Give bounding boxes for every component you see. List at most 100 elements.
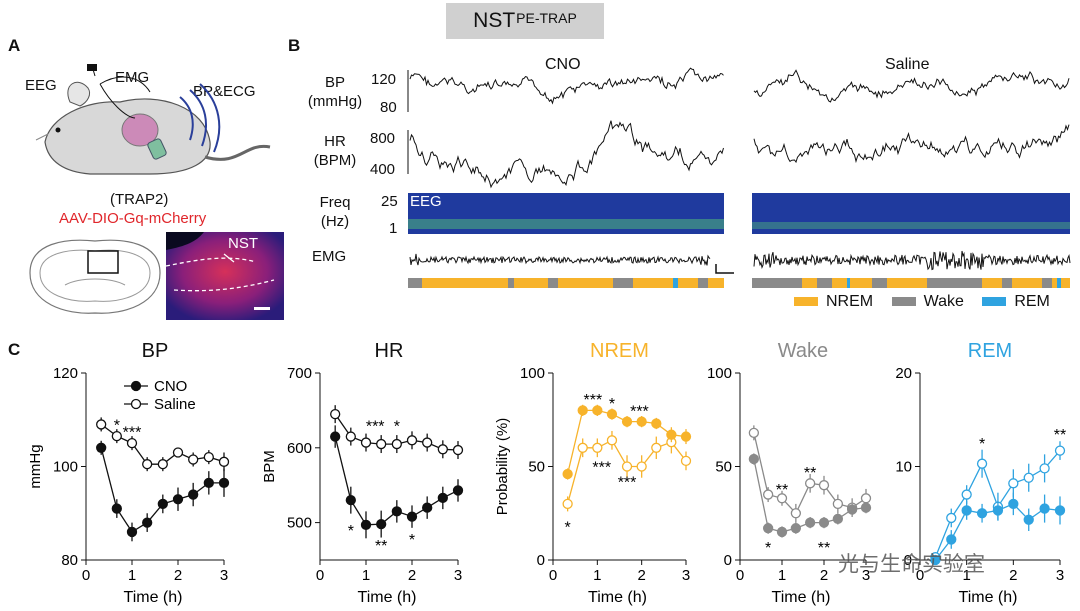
hypnogram-saline-segment bbox=[817, 278, 832, 288]
x-tick-label: 2 bbox=[637, 567, 645, 584]
spectrogram-band-cno bbox=[408, 219, 724, 229]
x-axis-label: Time (h) bbox=[959, 589, 1018, 606]
series-cno bbox=[562, 404, 692, 480]
significance-marker: * bbox=[394, 418, 400, 435]
emg-scale-bar bbox=[715, 264, 734, 274]
data-point bbox=[218, 456, 230, 467]
data-point bbox=[946, 534, 957, 545]
significance-marker: ** bbox=[375, 538, 387, 555]
y-axis-label: mmHg bbox=[27, 444, 44, 488]
data-point bbox=[762, 489, 774, 500]
bp-tick-120: 120 bbox=[371, 71, 397, 88]
data-point bbox=[636, 461, 647, 472]
figure-title: NST PE-TRAP bbox=[446, 3, 604, 39]
y-axis-label: Probability (%) bbox=[494, 418, 511, 516]
data-point bbox=[946, 512, 957, 524]
data-point bbox=[406, 435, 418, 446]
data-point bbox=[188, 454, 199, 465]
data-point bbox=[592, 405, 603, 416]
data-point bbox=[172, 494, 184, 505]
y-tick-label: 100 bbox=[707, 365, 732, 382]
y-tick-label: 700 bbox=[287, 365, 312, 382]
x-tick-label: 3 bbox=[220, 567, 228, 584]
chart-title: Wake bbox=[778, 340, 828, 362]
hypnogram-cno-segment bbox=[613, 278, 633, 288]
legend-marker bbox=[130, 398, 142, 410]
condition-cno: CNO bbox=[545, 56, 581, 73]
trap2-label: (TRAP2) bbox=[110, 191, 169, 208]
legend-rem: REM bbox=[982, 293, 1050, 310]
data-point bbox=[422, 437, 433, 448]
data-point bbox=[391, 438, 402, 450]
x-tick-label: 3 bbox=[1056, 567, 1064, 584]
x-axis-label: Time (h) bbox=[588, 589, 647, 606]
data-point bbox=[1039, 503, 1050, 514]
bp-unit: (mmHg) bbox=[307, 93, 363, 110]
data-point bbox=[832, 513, 844, 525]
data-point bbox=[680, 431, 692, 442]
significance-marker: ** bbox=[804, 465, 816, 482]
hypnogram-saline-segment bbox=[1042, 278, 1052, 288]
hr-label: HR bbox=[324, 133, 346, 150]
data-point bbox=[562, 498, 573, 510]
x-tick-label: 0 bbox=[82, 567, 90, 584]
legend-marker bbox=[130, 380, 142, 392]
data-point bbox=[391, 506, 402, 517]
significance-marker: ** bbox=[818, 540, 830, 557]
x-axis-label: Time (h) bbox=[358, 589, 417, 606]
y-tick-label: 0 bbox=[537, 552, 545, 569]
x-tick-label: 2 bbox=[1009, 567, 1017, 584]
data-point bbox=[1039, 463, 1050, 474]
data-point bbox=[606, 435, 618, 446]
data-point bbox=[172, 447, 184, 458]
y-tick-label: 100 bbox=[53, 459, 78, 476]
emg-row-label: EMG bbox=[312, 248, 347, 265]
figure-title-main: NST bbox=[473, 9, 516, 32]
data-point bbox=[345, 431, 356, 442]
data-point bbox=[203, 477, 214, 489]
watermark: 光与生命实验室 bbox=[838, 553, 985, 576]
y-tick-label: 500 bbox=[287, 515, 312, 532]
bp-label: BP bbox=[324, 74, 345, 91]
data-point bbox=[790, 508, 802, 519]
hr-trace-cno bbox=[409, 120, 724, 189]
nst-label: NST bbox=[228, 235, 258, 252]
data-point bbox=[748, 427, 760, 438]
data-point bbox=[860, 502, 872, 513]
data-point bbox=[406, 511, 418, 522]
legend-nrem: NREM bbox=[794, 293, 873, 310]
chart-title: BP bbox=[142, 340, 169, 362]
significance-marker: * bbox=[565, 519, 571, 536]
freq-row-label: Freq (Hz) bbox=[302, 193, 368, 231]
data-point bbox=[1054, 445, 1066, 456]
data-point bbox=[860, 493, 872, 504]
data-point bbox=[376, 518, 387, 530]
x-tick-label: 2 bbox=[408, 567, 416, 584]
hypnogram-cno-segment bbox=[548, 278, 558, 288]
eeg-inset-label: EEG bbox=[410, 193, 442, 210]
hypnogram-cno-segment bbox=[673, 278, 678, 288]
data-point bbox=[360, 437, 372, 448]
significance-marker: *** bbox=[618, 474, 637, 491]
data-point bbox=[452, 444, 464, 456]
bp-trace-saline bbox=[753, 69, 1070, 103]
series-cno bbox=[930, 492, 1066, 566]
y-tick-label: 10 bbox=[895, 459, 912, 476]
freq-unit: (Hz) bbox=[320, 213, 350, 230]
significance-marker: *** bbox=[592, 460, 611, 477]
data-point bbox=[592, 442, 603, 453]
hr-trace-saline bbox=[753, 124, 1070, 164]
legend-nrem-swatch bbox=[794, 297, 818, 307]
histology-image bbox=[166, 232, 284, 320]
data-point bbox=[562, 468, 573, 480]
y-tick-label: 0 bbox=[904, 552, 912, 569]
eeg-label: EEG bbox=[25, 77, 57, 94]
bp-tick-80: 80 bbox=[380, 99, 397, 116]
data-point bbox=[818, 480, 830, 491]
y-axis-label: BPM bbox=[261, 450, 278, 483]
significance-marker: * bbox=[609, 396, 615, 413]
data-point bbox=[437, 492, 448, 504]
data-point bbox=[330, 431, 341, 442]
virus-label: AAV-DIO-Gq-mCherry bbox=[59, 210, 207, 227]
